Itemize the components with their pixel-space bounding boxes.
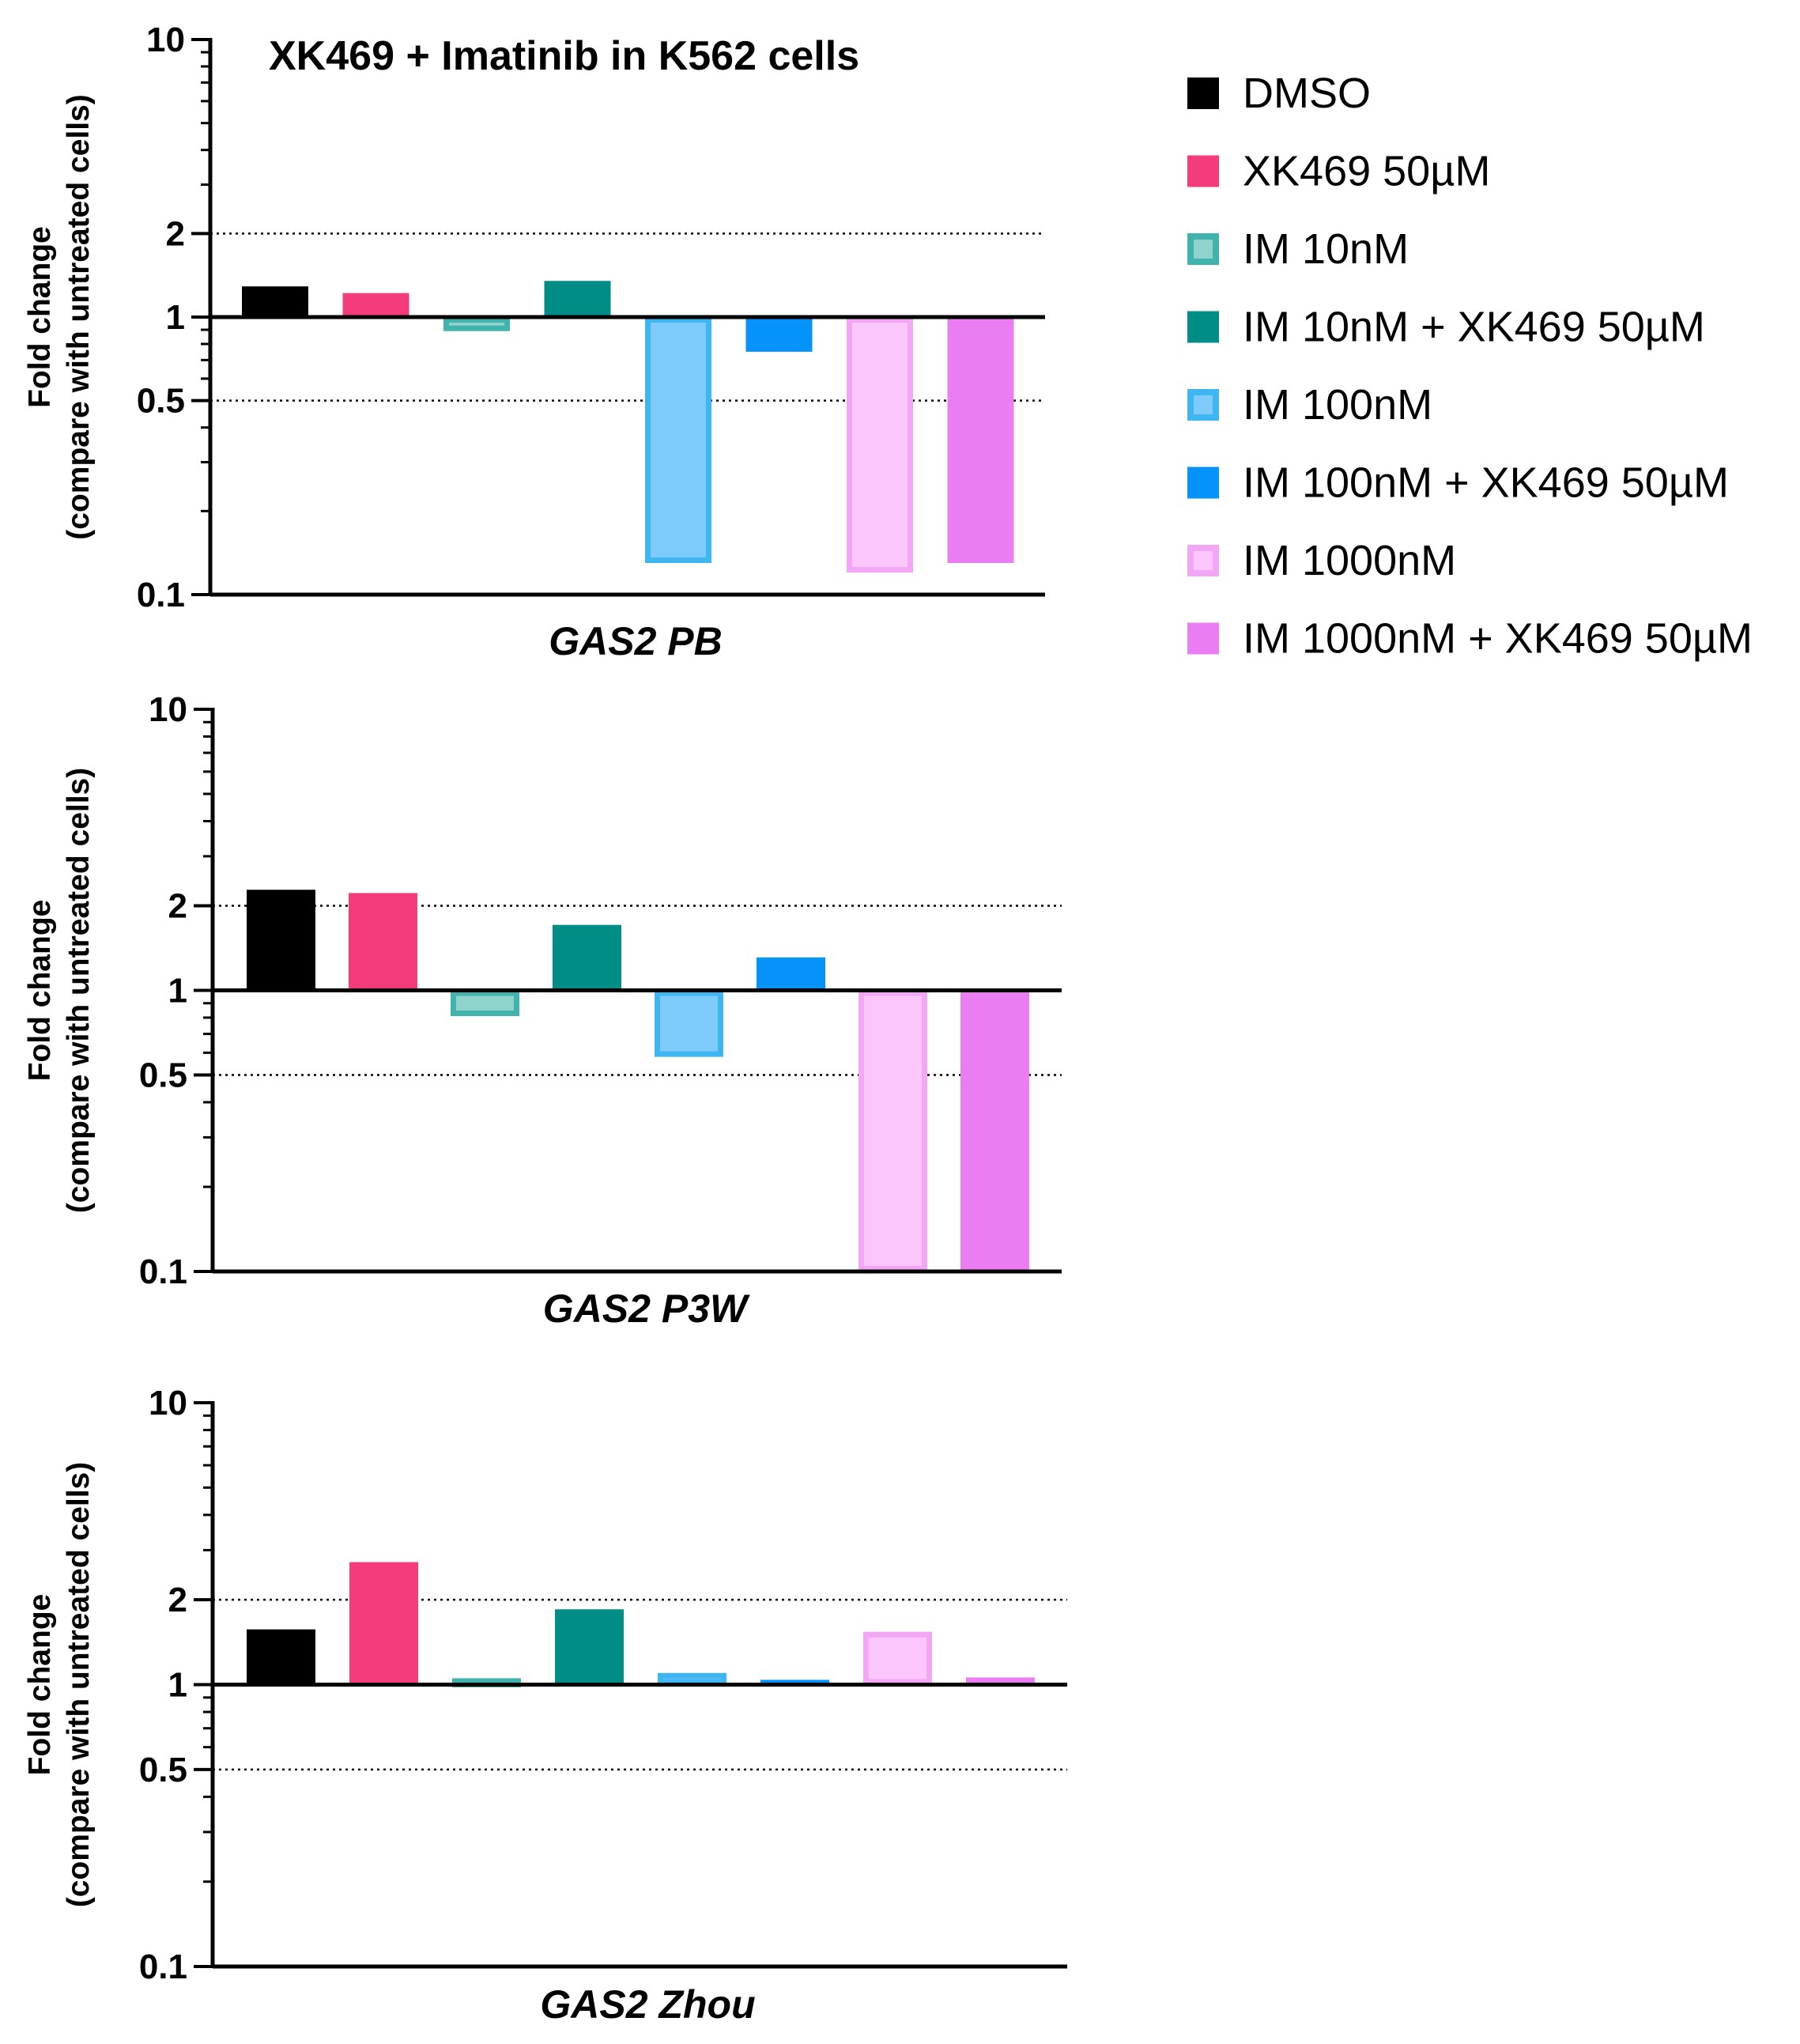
bar <box>247 890 315 991</box>
legend: DMSO XK469 50µM IM 10nM IM 10nM + XK469 50µ… <box>1187 70 1753 663</box>
x-axis-title: GAS2 Zhou <box>540 1982 755 2027</box>
legend-swatch <box>1187 622 1219 655</box>
legend-swatch <box>1187 77 1219 109</box>
bar <box>655 990 723 1057</box>
bar <box>553 924 621 991</box>
legend-swatch <box>1187 233 1219 265</box>
y-tick-label: 0.1 <box>139 1948 187 1986</box>
y-tick-label: 1 <box>168 972 187 1011</box>
x-axis-title: GAS2 P3W <box>543 1286 750 1331</box>
bar <box>966 1677 1035 1685</box>
chart-title: XK469 + Imatinib in K562 cells <box>269 33 859 79</box>
y-tick-label: 0.1 <box>139 1252 187 1291</box>
legend-swatch <box>1187 155 1219 187</box>
legend-item: DMSO <box>1187 70 1371 117</box>
y-tick-label: 0.1 <box>137 576 185 614</box>
bar <box>349 893 417 991</box>
y-tick-label: 1 <box>168 1666 187 1705</box>
legend-label: XK469 50µM <box>1243 148 1490 195</box>
bar <box>555 1609 624 1685</box>
y-tick-label: 1 <box>166 298 185 337</box>
bar <box>247 1629 315 1685</box>
legend-label: IM 1000nM + XK469 50µM <box>1243 615 1753 663</box>
legend-item: XK469 50µM <box>1187 148 1490 195</box>
y-tick-label: 0.5 <box>139 1751 187 1789</box>
y-axis-subtitle: (compare with untreated cells) <box>62 768 96 1213</box>
bar <box>349 1562 418 1685</box>
y-axis-title: Fold change <box>23 1594 57 1776</box>
bar <box>451 990 519 1017</box>
legend-item: IM 10nM + XK469 50µM <box>1187 304 1705 351</box>
legend-item: IM 100nM <box>1187 381 1432 429</box>
bar <box>342 293 409 317</box>
bar <box>242 286 308 317</box>
y-tick-label: 2 <box>166 214 185 253</box>
legend-item: IM 100nM + XK469 50µM <box>1187 459 1729 507</box>
legend-swatch <box>1187 311 1219 343</box>
legend-item: IM 1000nM <box>1187 537 1456 584</box>
legend-item: IM 1000nM + XK469 50µM <box>1187 615 1753 663</box>
y-axis-subtitle: (compare with untreated cells) <box>62 1462 96 1907</box>
y-axis-title: Fold change <box>23 900 57 1082</box>
y-axis-subtitle: (compare with untreated cells) <box>62 94 96 539</box>
legend-swatch <box>1187 389 1219 421</box>
bar <box>745 317 813 352</box>
chart-panel-3: 10 2 1 0.5 0.1 Fold change (compare with untre… <box>23 1384 1067 2027</box>
chart-panel-2: 10 2 1 0.5 0.1 Fold change (compare with untre… <box>23 690 1062 1331</box>
bar <box>544 281 611 317</box>
bar <box>858 990 927 1271</box>
y-tick-label: 0.5 <box>139 1056 187 1095</box>
bar <box>760 1679 829 1685</box>
bar <box>645 317 711 564</box>
y-axis-title: Fold change <box>23 226 57 408</box>
legend-label: IM 100nM <box>1243 381 1432 429</box>
y-tick-label: 10 <box>146 21 185 59</box>
y-tick-label: 10 <box>149 1384 187 1422</box>
chart-panel-1: 10 2 1 0.5 0.1 Fold change (compare with untre… <box>23 21 1045 663</box>
y-tick-label: 0.5 <box>137 382 185 421</box>
legend-label: DMSO <box>1243 70 1371 117</box>
bar <box>847 317 913 573</box>
legend-label: IM 10nM + XK469 50µM <box>1243 304 1705 351</box>
y-tick-label: 10 <box>149 690 187 729</box>
bar <box>947 317 1014 564</box>
bar <box>960 990 1029 1271</box>
y-tick-label: 2 <box>168 1581 187 1619</box>
legend-swatch <box>1187 545 1219 576</box>
legend-label: IM 1000nM <box>1243 537 1456 584</box>
y-tick-label: 2 <box>168 886 187 925</box>
legend-label: IM 100nM + XK469 50µM <box>1243 459 1729 507</box>
bar <box>863 1631 932 1685</box>
legend-swatch <box>1187 467 1219 499</box>
legend-item: IM 10nM <box>1187 225 1409 273</box>
bar <box>757 957 825 991</box>
x-axis-title: GAS2 PB <box>549 619 723 663</box>
bar <box>658 1672 726 1685</box>
legend-label: IM 10nM <box>1243 225 1409 273</box>
bar <box>443 317 510 331</box>
